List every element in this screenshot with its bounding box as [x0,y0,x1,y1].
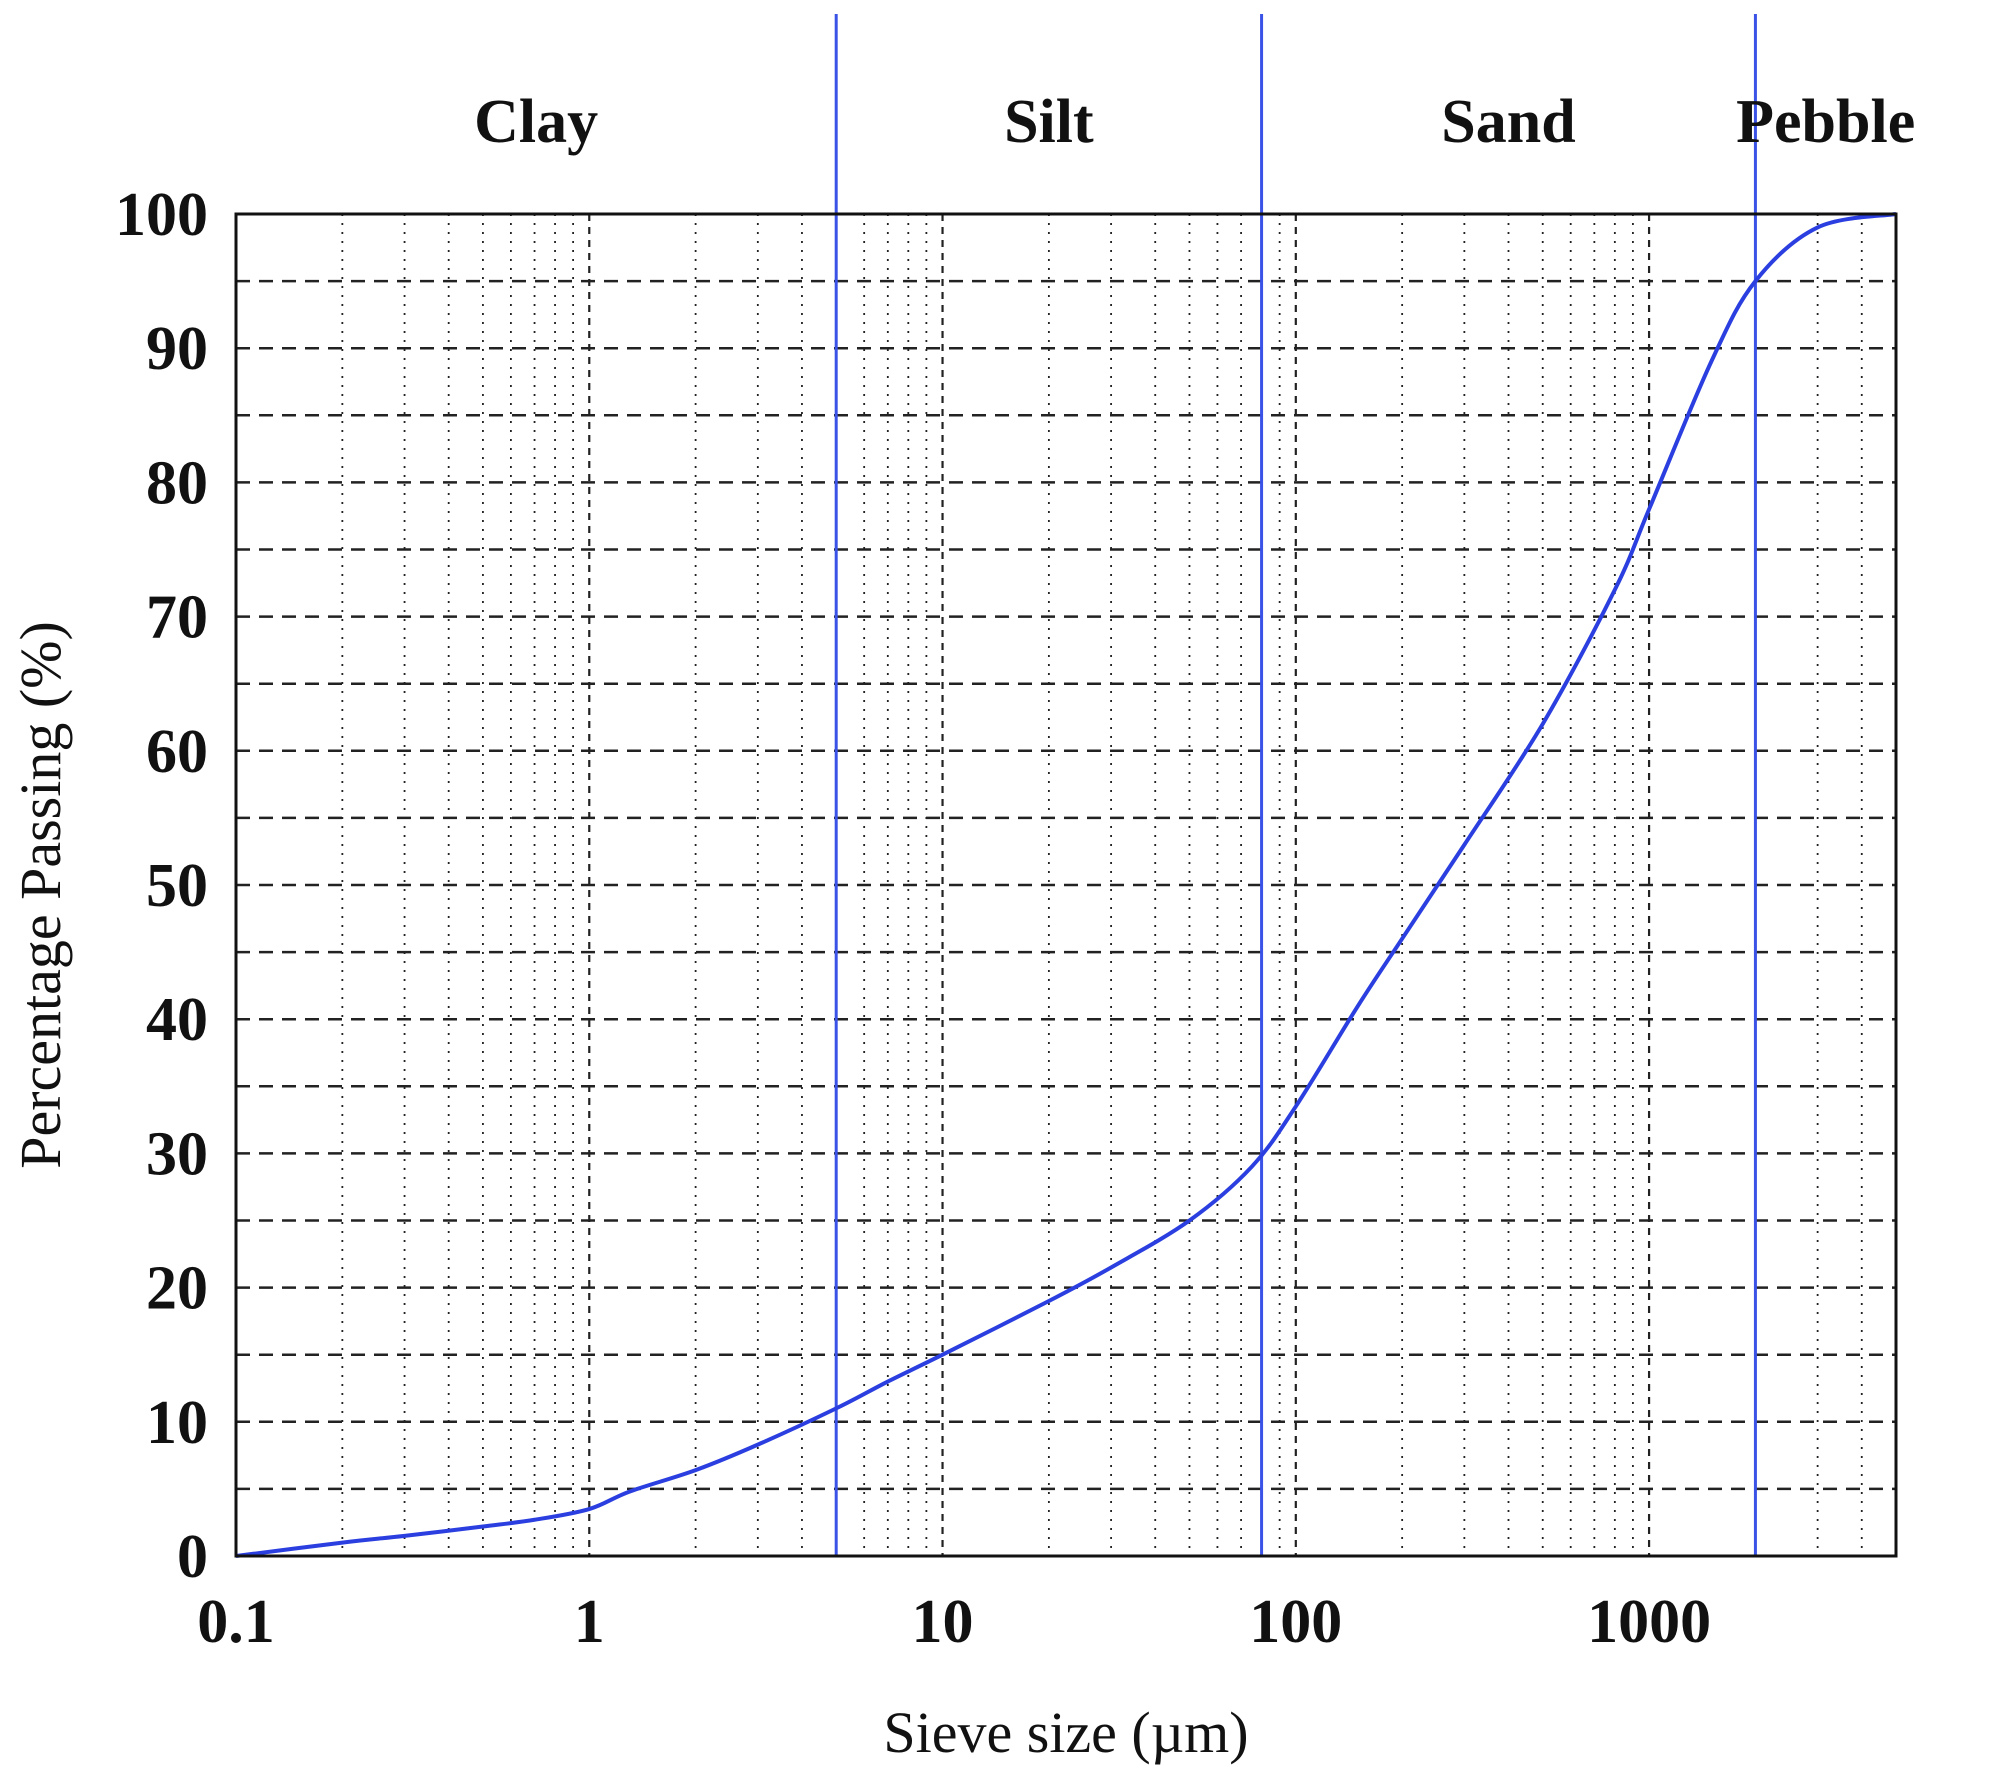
zone-label: Pebble [1736,88,1915,156]
series-line [235,212,1897,1558]
y-tick-label: 80 [146,449,208,517]
x-tick-label: 100 [1249,1588,1342,1656]
zone-label: Silt [1004,88,1094,156]
x-tick-labels: 0.1 1 10 100 1000 [197,1588,1711,1656]
x-tick-label: 0.1 [197,1588,275,1656]
y-tick-label: 30 [146,1120,208,1188]
boundary-layer [834,14,1757,1556]
zone-label: Clay [474,88,598,156]
y-tick-label: 40 [146,986,208,1054]
y-tick-label: 70 [146,584,208,652]
y-tick-label: 50 [146,852,208,920]
y-tick-label: 60 [146,718,208,786]
zone-label: Sand [1441,88,1575,156]
y-tick-label: 90 [146,315,208,383]
plot-frame [234,212,1898,1558]
y-axis-title: Percentage Passing (%) [8,621,73,1169]
x-tick-label: 1000 [1587,1588,1711,1656]
y-tick-labels: 0 10 20 30 40 50 60 70 80 90 100 [115,181,208,1591]
zone-labels: Clay Silt Sand Pebble [474,88,1915,156]
x-tick-label: 10 [912,1588,974,1656]
y-tick-label: 10 [146,1389,208,1457]
curve-layer [235,212,1897,1558]
y-tick-label: 0 [177,1523,208,1591]
x-axis-title: Sieve size (µm) [883,1700,1248,1765]
y-tick-label: 20 [146,1255,208,1323]
x-tick-label: 1 [574,1588,605,1656]
y-tick-label: 100 [115,181,208,249]
grid-layer [236,214,1896,1556]
